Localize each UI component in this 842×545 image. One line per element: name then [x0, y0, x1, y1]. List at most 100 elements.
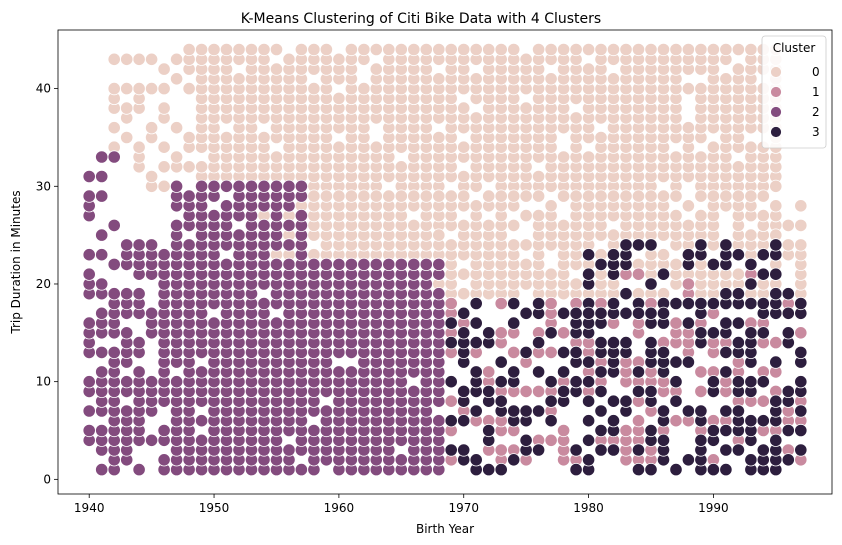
point-cluster-3	[744, 296, 758, 311]
point-cluster-2	[207, 316, 221, 330]
point-cluster-2	[319, 257, 333, 271]
point-cluster-2	[132, 287, 146, 301]
point-cluster-3	[581, 375, 596, 389]
point-cluster-2	[120, 326, 134, 340]
point-cluster-0	[706, 42, 721, 57]
point-cluster-0	[669, 257, 683, 271]
point-cluster-3	[619, 287, 633, 301]
point-cluster-0	[681, 218, 696, 232]
point-cluster-0	[145, 52, 159, 66]
point-cluster-2	[120, 375, 134, 389]
points-layer	[82, 42, 808, 477]
point-cluster-0	[519, 238, 533, 252]
point-cluster-3	[594, 306, 608, 320]
point-cluster-2	[282, 257, 296, 271]
point-cluster-1	[556, 326, 571, 340]
point-cluster-3	[619, 394, 633, 408]
point-cluster-0	[307, 42, 321, 57]
point-cluster-1	[444, 296, 458, 311]
point-cluster-0	[369, 140, 383, 154]
point-cluster-0	[457, 218, 471, 232]
point-cluster-2	[407, 257, 421, 271]
point-cluster-3	[581, 453, 596, 467]
point-cluster-2	[95, 345, 109, 359]
point-cluster-3	[731, 248, 746, 262]
point-cluster-0	[606, 42, 621, 57]
point-cluster-3	[507, 296, 521, 311]
point-cluster-2	[282, 179, 296, 193]
point-cluster-0	[531, 169, 546, 184]
point-cluster-2	[219, 199, 234, 213]
point-cluster-3	[594, 423, 608, 438]
point-cluster-0	[145, 121, 159, 135]
point-cluster-3	[744, 277, 758, 291]
point-cluster-0	[145, 169, 159, 184]
point-cluster-1	[494, 326, 508, 340]
point-cluster-0	[120, 82, 134, 96]
point-cluster-2	[195, 365, 209, 379]
point-cluster-3	[556, 345, 571, 359]
point-cluster-3	[569, 375, 583, 389]
point-cluster-0	[157, 101, 171, 115]
point-cluster-0	[619, 42, 633, 57]
point-cluster-2	[294, 209, 308, 223]
point-cluster-0	[219, 130, 234, 145]
point-cluster-2	[332, 365, 346, 379]
point-cluster-3	[656, 345, 671, 359]
point-cluster-3	[544, 394, 558, 408]
point-cluster-0	[269, 62, 284, 76]
point-cluster-2	[244, 179, 259, 193]
x-tick-label: 1960	[324, 501, 355, 515]
point-cluster-0	[319, 189, 333, 203]
point-cluster-3	[569, 345, 583, 359]
point-cluster-0	[694, 189, 708, 203]
point-cluster-0	[556, 42, 571, 57]
point-cluster-0	[569, 277, 583, 291]
point-cluster-0	[132, 52, 146, 66]
point-cluster-3	[444, 375, 458, 389]
point-cluster-0	[519, 257, 533, 271]
point-cluster-2	[407, 384, 421, 398]
point-cluster-1	[556, 423, 571, 438]
point-cluster-3	[731, 375, 746, 389]
x-tick-label: 1990	[698, 501, 729, 515]
point-cluster-0	[120, 52, 134, 66]
point-cluster-0	[731, 160, 746, 174]
legend-box	[761, 35, 827, 149]
point-cluster-3	[606, 248, 621, 262]
point-cluster-0	[531, 189, 546, 203]
point-cluster-3	[781, 423, 795, 438]
point-cluster-2	[95, 277, 109, 291]
point-cluster-2	[95, 423, 109, 438]
point-cluster-2	[195, 414, 209, 428]
point-cluster-0	[569, 189, 583, 203]
point-cluster-0	[457, 267, 471, 281]
point-cluster-3	[606, 335, 621, 350]
point-cluster-3	[531, 404, 546, 418]
point-cluster-0	[494, 42, 508, 57]
point-cluster-0	[332, 91, 346, 106]
point-cluster-1	[494, 443, 508, 457]
point-cluster-3	[756, 248, 770, 262]
point-cluster-1	[544, 345, 558, 359]
point-cluster-0	[182, 42, 196, 57]
point-cluster-2	[282, 218, 296, 232]
point-cluster-0	[669, 150, 683, 164]
point-cluster-2	[232, 179, 246, 193]
legend-marker-1	[770, 86, 782, 98]
point-cluster-0	[157, 62, 171, 76]
point-cluster-0	[719, 189, 733, 203]
series-3	[444, 238, 808, 477]
point-cluster-0	[694, 209, 708, 223]
point-cluster-1	[482, 365, 496, 379]
legend-label-1: 1	[812, 85, 820, 99]
point-cluster-2	[95, 150, 109, 164]
x-axis: 1940 1950 1960 1970 1980 1990	[74, 494, 729, 515]
point-cluster-0	[207, 42, 221, 57]
point-cluster-0	[556, 189, 571, 203]
point-cluster-0	[432, 72, 446, 86]
point-cluster-3	[619, 306, 633, 320]
point-cluster-0	[544, 42, 558, 57]
point-cluster-2	[307, 423, 321, 438]
